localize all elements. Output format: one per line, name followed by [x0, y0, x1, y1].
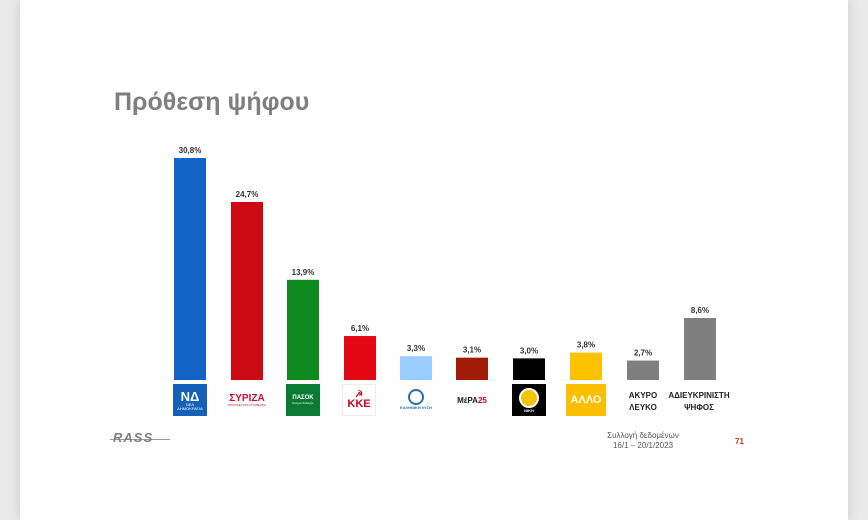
bar-value-label-2: 24,7% — [236, 190, 259, 199]
bar-5 — [400, 356, 432, 380]
bar-10 — [684, 318, 716, 380]
syriza-logo-subtext: ΠΡΟΟΔΕΥΤΙΚΗ ΣΥΜΜΑΧΙΑ — [227, 402, 267, 407]
adieukriniti-label-line1: ΑΔΙΕΥΚΡΙΝΙΣΤΗ — [668, 391, 730, 400]
bar-4 — [344, 336, 376, 380]
niki-logo: ΝΙΚΗ — [512, 384, 546, 416]
elliniki-lysi-logo: ΕΛΛΗΝΙΚΗ ΛΥΣΗ — [399, 384, 433, 416]
data-collection-label: Συλλογή δεδομένων — [607, 431, 679, 440]
syriza-logo-text: ΣΥΡΙΖΑ — [229, 392, 265, 404]
bar-3 — [287, 279, 319, 380]
bar-7 — [513, 358, 545, 380]
hammer-sickle-icon: ☭ — [354, 389, 364, 399]
akyro-label-line2: ΛΕΥΚΟ — [629, 402, 657, 412]
kke-logo-text: ΚΚΕ — [347, 398, 371, 410]
mera25-logo: ΜέΡΑ 25 — [452, 384, 492, 416]
nd-logo-text: ΝΔ — [180, 388, 200, 404]
compass-icon — [408, 389, 424, 406]
mera25-logo-number: 25 — [477, 395, 487, 405]
bar-2 — [231, 201, 263, 380]
bar-value-label-1: 30,8% — [179, 146, 202, 155]
bar-value-label-10: 8,6% — [691, 306, 709, 315]
rass-logo: RASS — [113, 430, 154, 445]
allo-logo-text: ΑΛΛΟ — [570, 394, 602, 406]
bar-value-label-3: 13,9% — [292, 268, 315, 277]
pasok-logo-subtext: Κίνημα Αλλαγής — [292, 400, 314, 405]
slide — [20, 0, 848, 520]
chart-title: Πρόθεση ψήφου — [114, 88, 310, 116]
bar-8 — [570, 352, 602, 380]
bar-value-label-7: 3,0% — [520, 346, 538, 355]
syriza-logo: ΣΥΡΙΖΑ ΠΡΟΟΔΕΥΤΙΚΗ ΣΥΜΜΑΧΙΑ — [224, 384, 270, 416]
pasok-logo: ΠΑΣΟΚ Κίνημα Αλλαγής — [286, 384, 320, 416]
bar-value-label-9: 2,7% — [634, 349, 652, 358]
data-collection-dates: 16/1 – 20/1/2023 — [612, 441, 674, 451]
bar-9 — [627, 360, 659, 380]
bar-value-label-4: 6,1% — [351, 324, 369, 333]
kke-logo: ☭ ΚΚΕ — [342, 384, 376, 416]
mera25-logo-text: ΜέΡΑ — [457, 395, 478, 405]
akyro-label-line1: ΑΚΥΡΟ — [628, 391, 658, 400]
data-collection-note: Συλλογή δεδομένων 16/1 – 20/1/2023 — [588, 431, 698, 452]
adieukriniti-label-line2: ΨΗΦΟΣ — [684, 402, 714, 412]
bar-1 — [174, 158, 206, 380]
elliniki-lysi-logo-text: ΕΛΛΗΝΙΚΗ ΛΥΣΗ — [400, 405, 432, 411]
adieukriniti-label: ΑΔΙΕΥΚΡΙΝΙΣΤΗ ΨΗΦΟΣ — [659, 390, 739, 413]
bar-value-label-6: 3,1% — [463, 346, 481, 355]
allo-logo: ΑΛΛΟ — [566, 384, 606, 416]
akyro-leyko-label: ΑΚΥΡΟ ΛΕΥΚΟ — [603, 390, 683, 413]
nd-logo: ΝΔ ΝΕΑ ΔΗΜΟΚΡΑΤΙΑ — [173, 384, 207, 416]
bar-value-label-8: 3,8% — [577, 341, 595, 350]
pasok-logo-text: ΠΑΣΟΚ — [292, 395, 314, 402]
nd-logo-subtext: ΝΕΑ ΔΗΜΟΚΡΑΤΙΑ — [177, 401, 203, 411]
page-number: 71 — [735, 437, 744, 446]
brand-underline — [110, 439, 170, 440]
niki-emblem-icon — [519, 387, 539, 408]
niki-logo-text: ΝΙΚΗ — [524, 407, 534, 413]
bar-value-label-5: 3,3% — [407, 344, 425, 353]
bar-6 — [456, 357, 488, 380]
